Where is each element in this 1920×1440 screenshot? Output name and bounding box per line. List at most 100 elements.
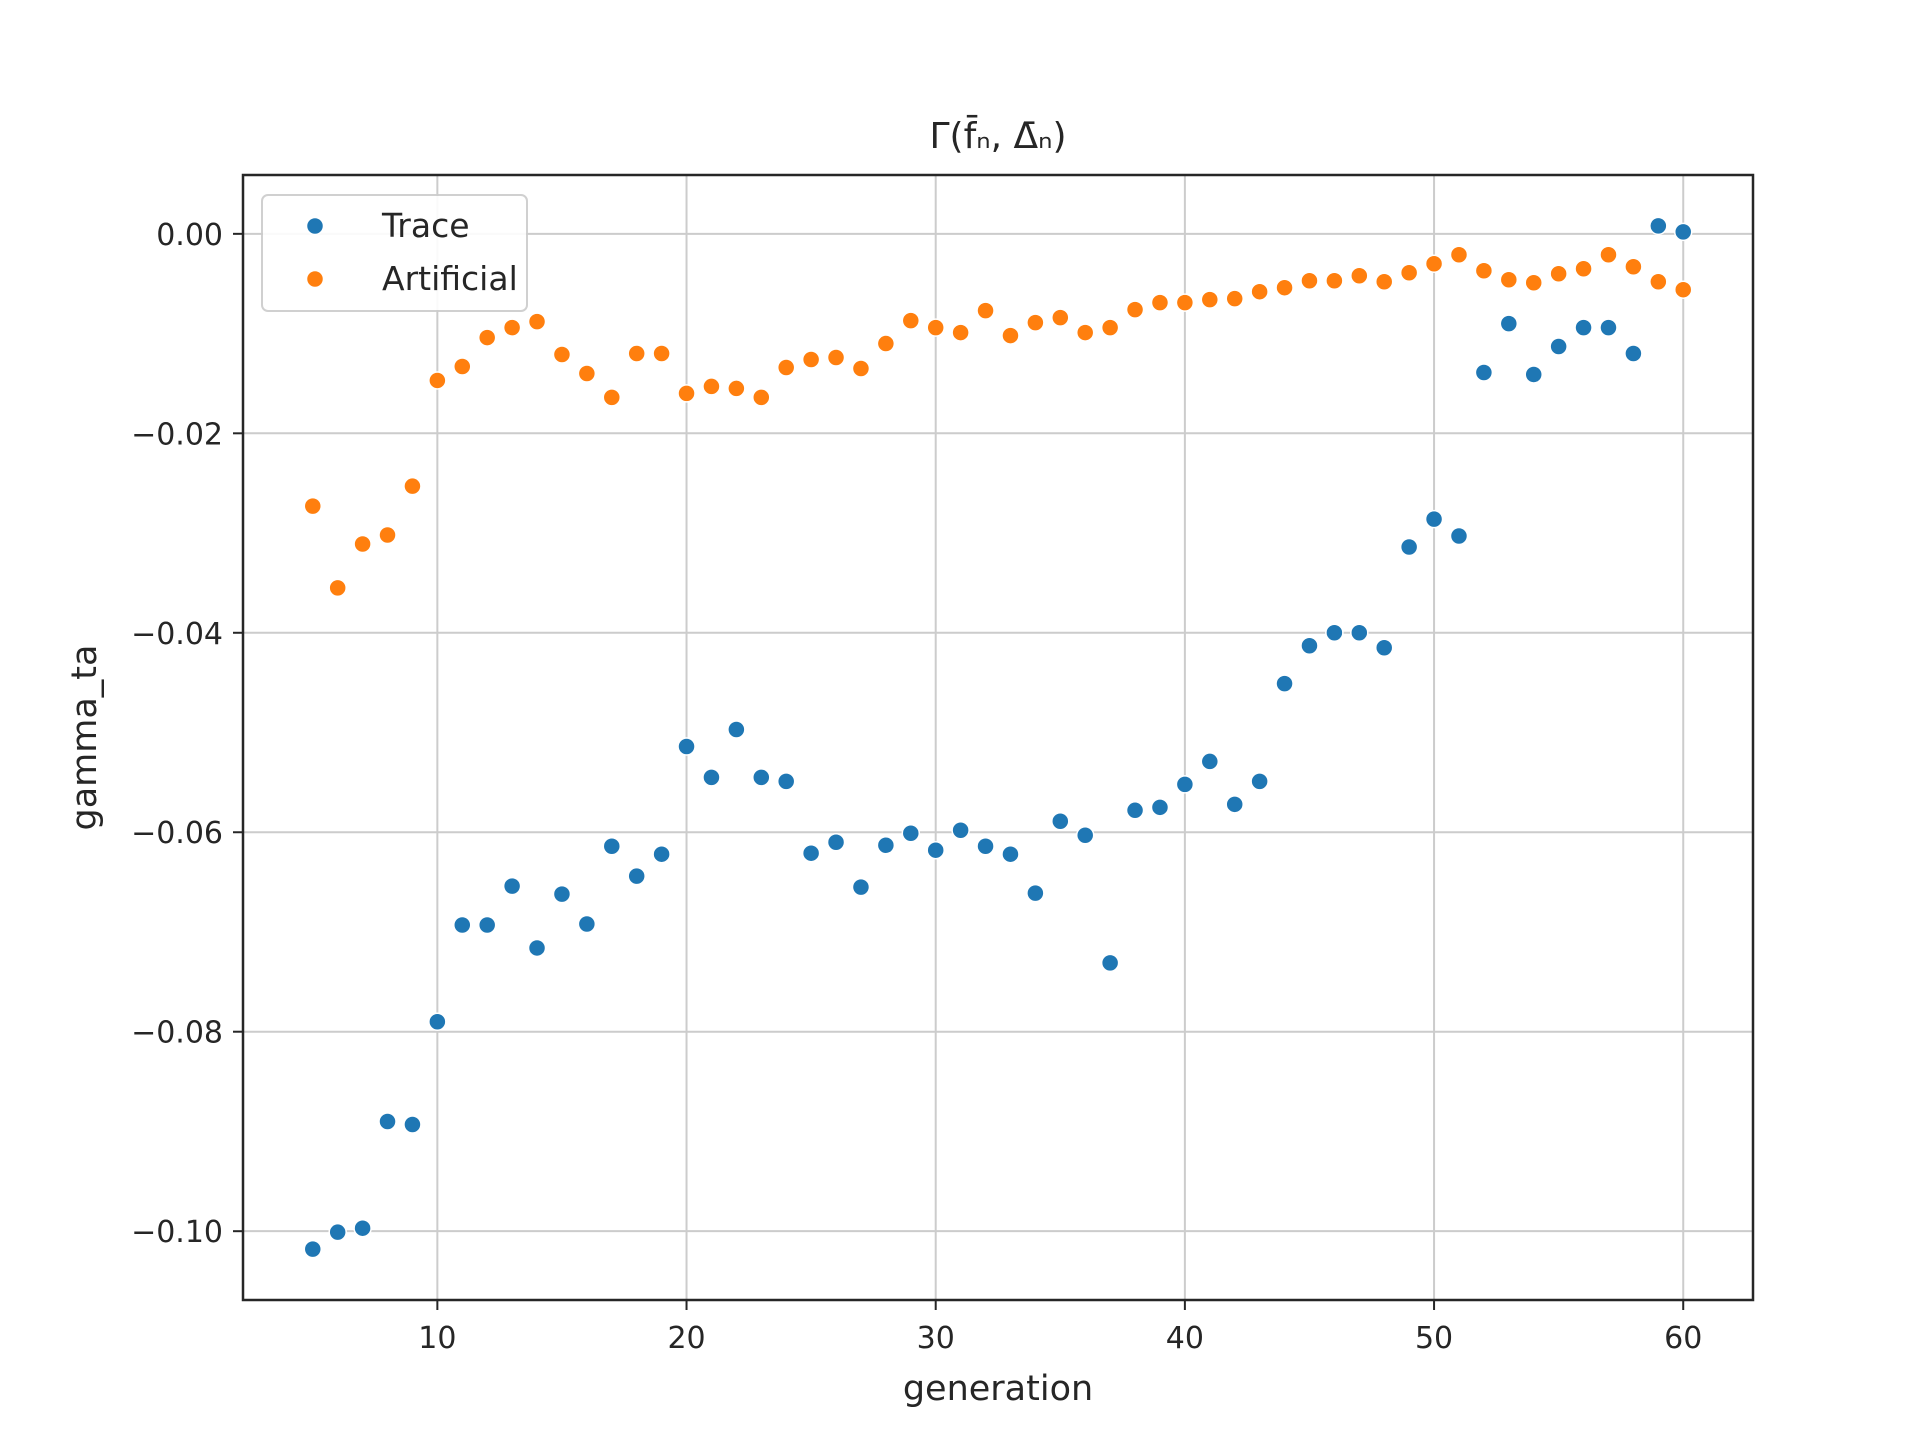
data-point: [826, 348, 846, 367]
data-point: [1549, 264, 1568, 283]
chart-title: Γ(f̄ₙ, Δ̄ₙ): [929, 114, 1066, 157]
data-point: [1250, 282, 1269, 301]
data-point: [976, 836, 995, 856]
x-tick-label: 40: [1166, 1321, 1204, 1356]
data-point: [378, 525, 397, 545]
legend-label-trace: Trace: [381, 206, 470, 245]
data-point: [752, 768, 771, 787]
data-point: [1374, 272, 1394, 291]
data-point: [1399, 537, 1419, 557]
data-point: [577, 914, 597, 934]
data-point: [1075, 825, 1095, 845]
data-point: [353, 1218, 372, 1238]
data-point: [1325, 623, 1344, 643]
data-point: [1175, 293, 1195, 312]
data-point: [652, 844, 671, 864]
data-point: [926, 840, 945, 860]
data-point: [1125, 801, 1145, 820]
data-point: [876, 334, 896, 353]
data-point: [1449, 526, 1469, 546]
data-point: [1624, 257, 1643, 277]
y-tick-label: −0.02: [131, 417, 223, 452]
data-point: [502, 318, 522, 337]
legend: Trace Artificial: [261, 194, 528, 312]
data-point: [1225, 289, 1244, 308]
legend-marker-trace: [305, 216, 325, 236]
data-point: [826, 832, 846, 852]
data-point: [1474, 363, 1494, 382]
series-trace: [303, 216, 1693, 1259]
data-point: [677, 384, 696, 403]
data-point: [702, 377, 721, 396]
data-point: [1449, 245, 1469, 265]
data-point: [1275, 278, 1294, 297]
data-point: [776, 772, 796, 791]
data-point: [1200, 290, 1220, 309]
data-point: [1574, 259, 1593, 278]
data-point: [951, 821, 970, 840]
data-point: [453, 915, 472, 935]
ticks: 10 20 30 40 50 60 0.00 −0.02 −0.04 −0.06 −0.08 −0.1…: [131, 218, 1702, 1356]
data-point: [1175, 775, 1195, 794]
data-point: [1524, 273, 1543, 292]
legend-label-artificial: Artificial: [382, 259, 518, 298]
data-point: [602, 836, 622, 856]
data-point: [1624, 344, 1643, 363]
data-point: [1001, 844, 1020, 864]
data-point: [1001, 326, 1020, 345]
y-tick-label: −0.08: [131, 1016, 223, 1051]
data-point: [1250, 772, 1269, 791]
data-point: [776, 358, 796, 377]
x-tick-label: 60: [1664, 1321, 1702, 1356]
x-tick-label: 10: [418, 1321, 456, 1356]
data-point: [1599, 318, 1618, 337]
y-axis-label: gamma_ta: [65, 645, 105, 831]
data-point: [1599, 245, 1618, 265]
data-point: [627, 344, 646, 363]
legend-box: [261, 194, 528, 312]
plot-frame: [241, 173, 1755, 1302]
data-point: [1300, 271, 1319, 290]
data-point: [1200, 752, 1220, 771]
data-points: [303, 216, 1693, 1259]
data-point: [303, 1239, 323, 1259]
data-point: [552, 345, 572, 364]
data-point: [627, 866, 646, 886]
data-point: [1574, 318, 1593, 337]
y-tick-label: −0.10: [131, 1215, 223, 1250]
data-point: [477, 328, 497, 347]
data-point: [1474, 261, 1494, 280]
data-point: [1399, 263, 1419, 282]
y-tick-label: −0.04: [131, 617, 223, 652]
data-point: [1100, 953, 1120, 973]
data-point: [328, 1222, 347, 1242]
x-axis-label: generation: [903, 1369, 1093, 1409]
data-point: [378, 1112, 397, 1131]
data-point: [1649, 216, 1668, 236]
data-point: [1051, 308, 1070, 327]
data-point: [1673, 280, 1693, 299]
data-point: [801, 350, 821, 369]
data-point: [727, 720, 746, 739]
data-point: [303, 496, 323, 516]
y-tick-label: −0.06: [131, 816, 223, 851]
x-tick-label: 50: [1415, 1321, 1453, 1356]
data-point: [677, 737, 696, 756]
data-point: [702, 768, 721, 787]
data-point: [1275, 674, 1294, 693]
data-point: [577, 364, 597, 383]
data-point: [1673, 222, 1693, 242]
data-point: [1051, 812, 1070, 831]
data-point: [1325, 271, 1344, 290]
data-point: [851, 877, 871, 897]
data-point: [1499, 270, 1519, 289]
data-point: [1150, 293, 1170, 312]
data-point: [1225, 795, 1244, 814]
data-point: [428, 371, 447, 390]
data-point: [1026, 313, 1045, 332]
data-point: [502, 876, 522, 896]
data-point: [1499, 314, 1519, 333]
data-point: [328, 578, 347, 598]
x-tick-label: 30: [917, 1321, 955, 1356]
